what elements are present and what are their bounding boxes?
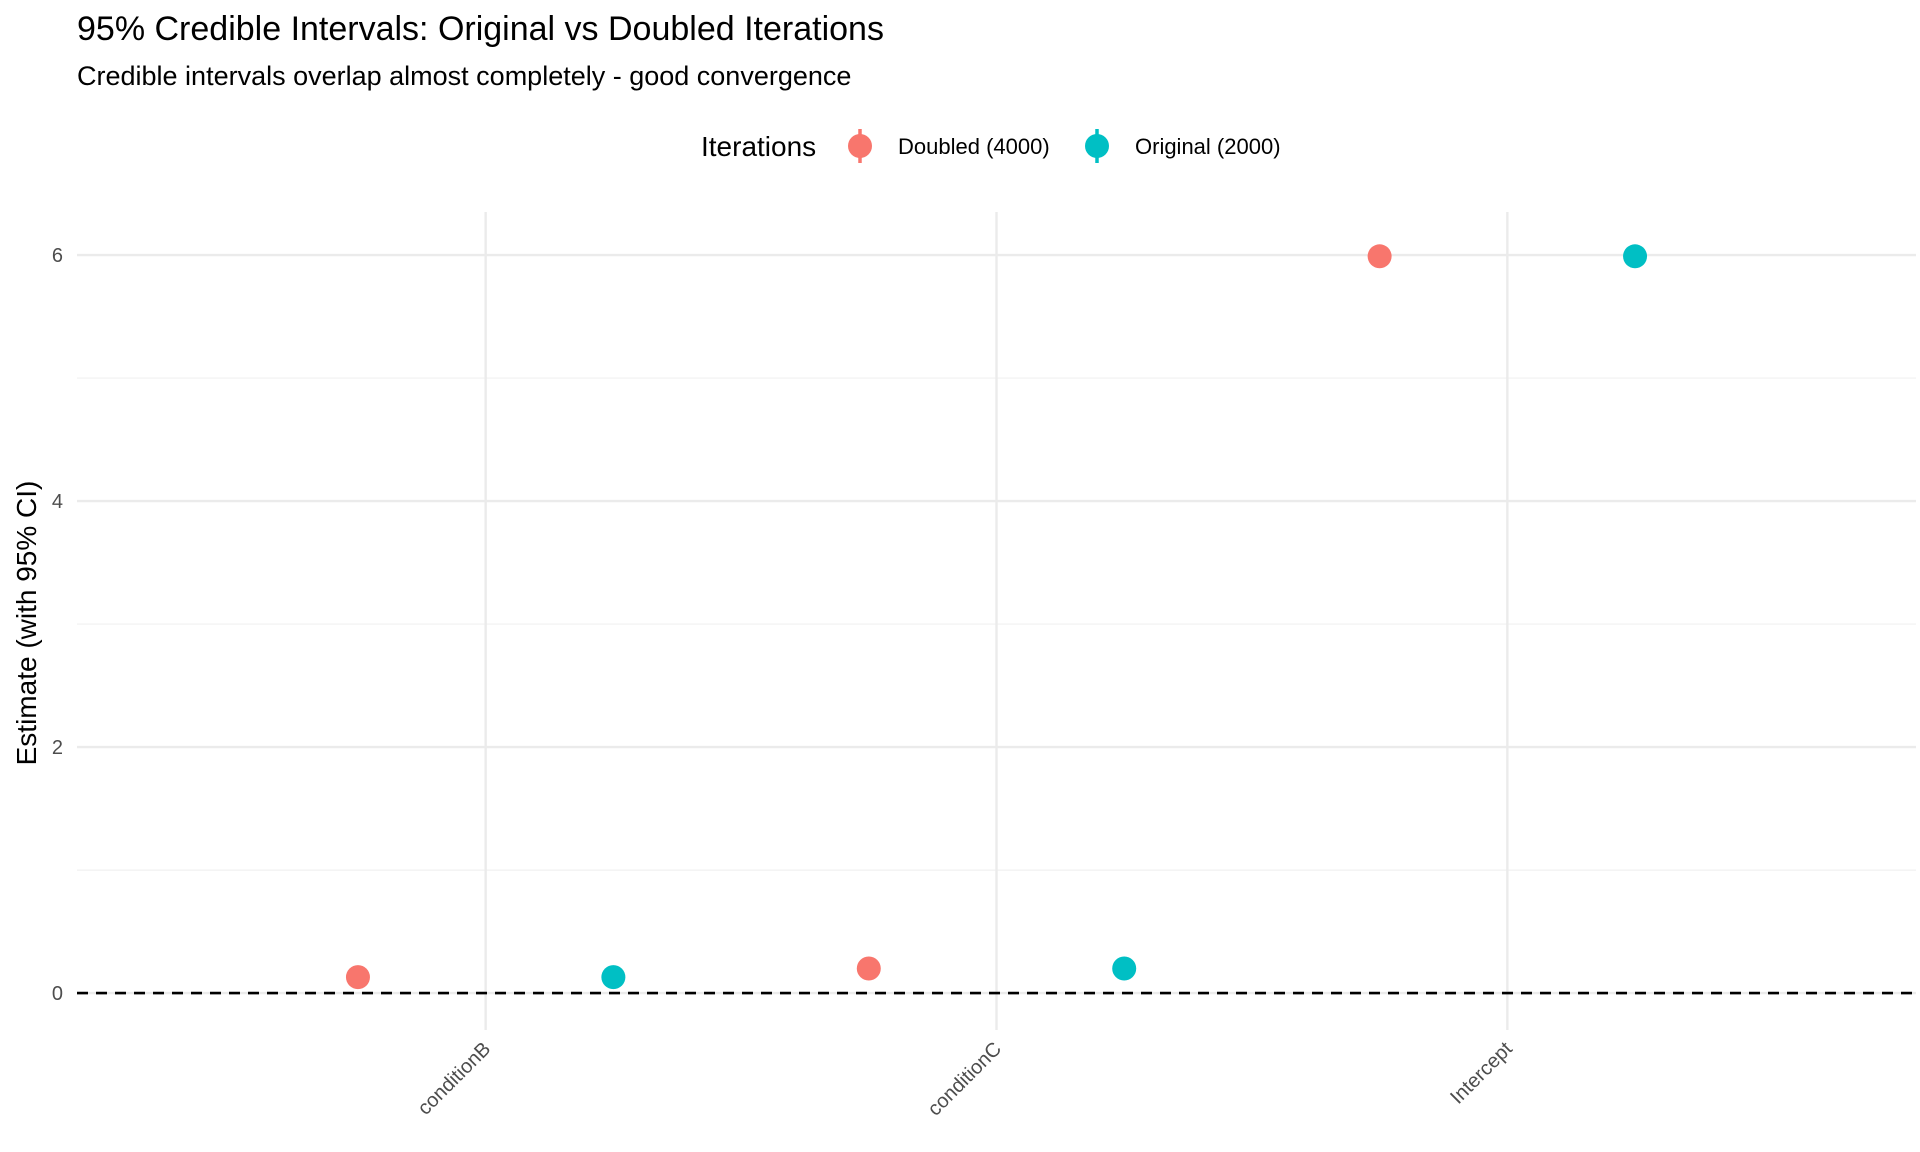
y-tick-label: 4 bbox=[52, 491, 63, 513]
data-point-doubled bbox=[856, 956, 881, 981]
gridlines bbox=[77, 212, 1916, 1030]
data-point-original bbox=[1623, 244, 1648, 269]
x-tick-label: Intercept bbox=[1446, 1038, 1517, 1109]
y-axis-label: Estimate (with 95% CI) bbox=[11, 481, 42, 766]
data-point-original bbox=[601, 965, 626, 990]
x-axis-ticks: conditionB conditionC Intercept bbox=[414, 1038, 1518, 1121]
legend-items: Doubled (4000) Original (2000) bbox=[848, 129, 1281, 163]
legend-label: Original (2000) bbox=[1135, 134, 1281, 159]
data-point-original bbox=[1112, 956, 1137, 981]
legend-title: Iterations bbox=[701, 131, 816, 162]
y-tick-label: 6 bbox=[52, 245, 63, 267]
data-points bbox=[345, 244, 1648, 990]
y-tick-label: 0 bbox=[52, 983, 63, 1005]
legend-key-point bbox=[1085, 134, 1109, 158]
chart-subtitle: Credible intervals overlap almost comple… bbox=[77, 61, 851, 91]
y-axis-ticks: 0 2 4 6 bbox=[52, 245, 63, 1005]
data-point-doubled bbox=[1367, 244, 1392, 269]
legend-key-point bbox=[848, 134, 872, 158]
legend-label: Doubled (4000) bbox=[898, 134, 1050, 159]
y-tick-label: 2 bbox=[52, 737, 63, 759]
legend: Iterations Doubled (4000) Original (2000) bbox=[701, 129, 1281, 163]
chart-title: 95% Credible Intervals: Original vs Doub… bbox=[77, 10, 884, 48]
x-tick-label: conditionC bbox=[924, 1038, 1006, 1120]
x-tick-label: conditionB bbox=[414, 1038, 496, 1120]
data-point-doubled bbox=[345, 965, 370, 990]
